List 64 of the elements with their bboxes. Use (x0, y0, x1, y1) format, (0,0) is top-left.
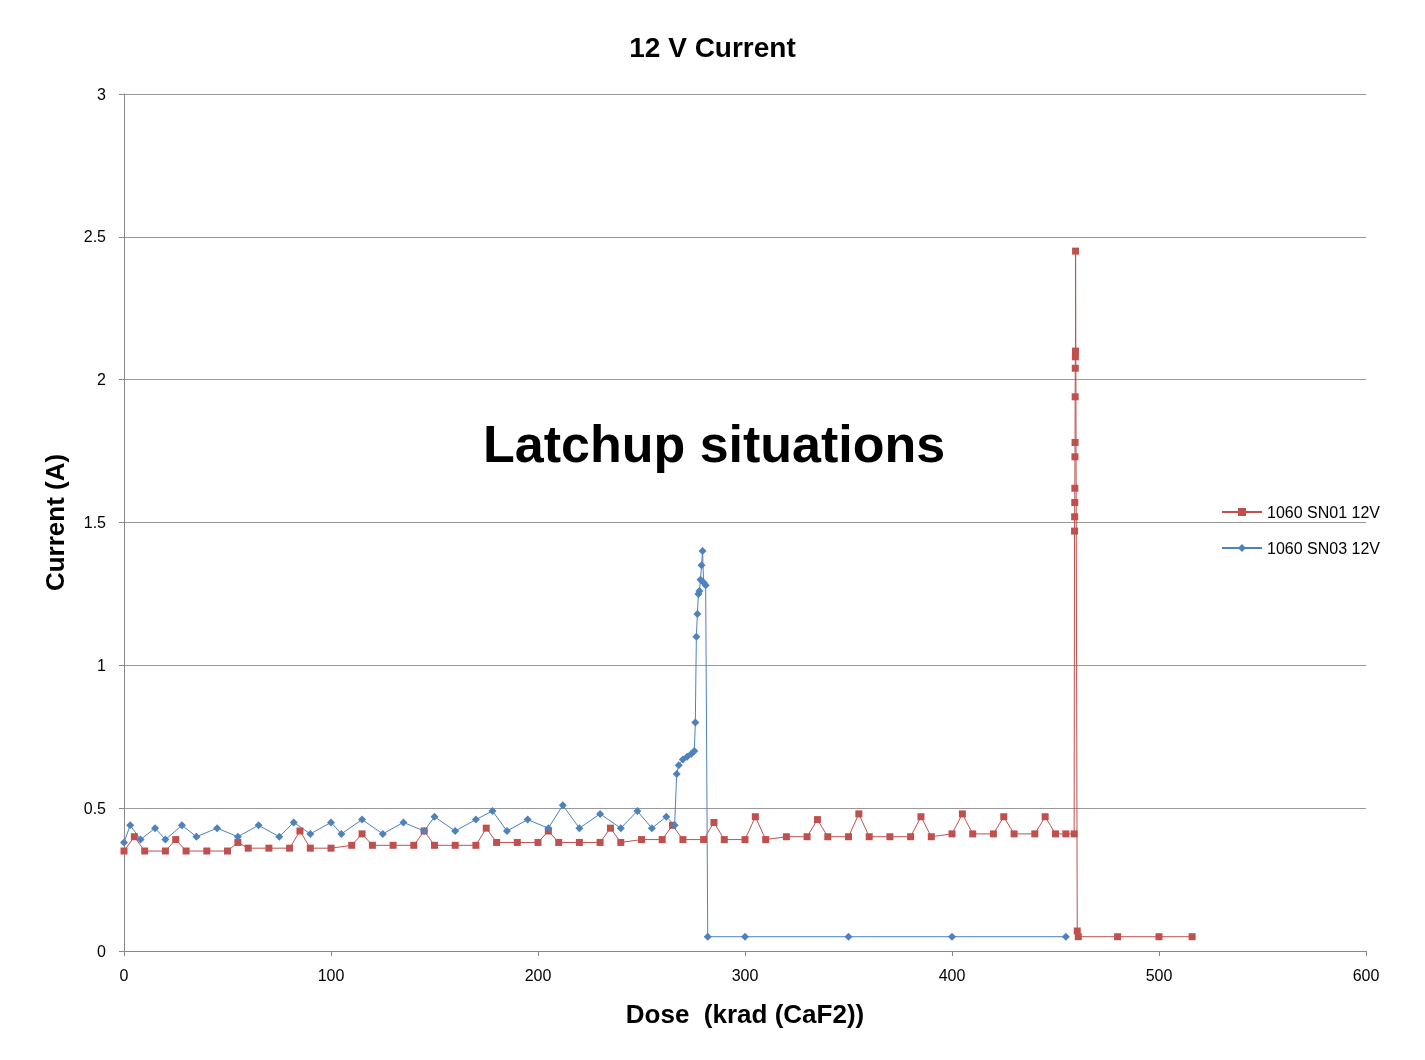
annotation: Latchup situations (483, 415, 946, 473)
y-tick-label: 0 (97, 942, 107, 960)
point (616, 824, 625, 833)
point (275, 832, 284, 841)
point (596, 809, 605, 818)
point (399, 818, 408, 827)
point (337, 829, 346, 838)
point (161, 835, 170, 844)
point (633, 807, 642, 816)
point (254, 821, 263, 830)
point (647, 824, 656, 833)
point (192, 832, 201, 841)
x-tick-label: 600 (1352, 966, 1380, 984)
y-tick-label: 3 (97, 85, 107, 103)
y-tick-label: 1 (97, 656, 107, 674)
point (672, 769, 681, 778)
y-axis-title: Current (A) (40, 453, 70, 592)
point (844, 932, 853, 941)
point (233, 832, 242, 841)
point (378, 829, 387, 838)
point (558, 801, 567, 810)
point (136, 835, 145, 844)
y-tick-label: 1.5 (83, 514, 107, 531)
point (1061, 932, 1070, 941)
point (741, 932, 749, 941)
point (213, 824, 222, 833)
point (693, 609, 702, 618)
point (575, 824, 584, 833)
point (327, 818, 335, 827)
point (177, 821, 186, 830)
x-tick-label: 100 (317, 966, 345, 984)
point (948, 932, 956, 941)
point (691, 718, 700, 727)
point (151, 824, 160, 833)
point (471, 815, 480, 824)
legend-label: 1060 SN03 12V (1267, 539, 1381, 557)
point (692, 632, 701, 641)
x-tick-label: 500 (1145, 966, 1173, 984)
point (289, 818, 298, 827)
point (683, 752, 692, 761)
point (451, 827, 460, 836)
y-tick-label: 2.5 (83, 228, 107, 246)
point (120, 838, 128, 847)
chart-title: 12 V Current (629, 31, 796, 63)
x-tick-label: 200 (524, 966, 552, 984)
point (674, 761, 683, 770)
point (662, 812, 671, 821)
x-tick-label: 300 (731, 966, 759, 984)
x-tick-label: 400 (938, 966, 966, 984)
point (502, 827, 511, 836)
point (358, 815, 367, 824)
x-tick-label: 0 (119, 966, 129, 984)
x-axis-title: Dose (krad (CaF2)) (625, 999, 865, 1029)
point (523, 815, 532, 824)
point (698, 547, 707, 556)
point (703, 932, 712, 941)
point (306, 829, 315, 838)
point (430, 812, 439, 821)
point (126, 821, 135, 830)
y-tick-label: 2 (97, 371, 107, 389)
point (697, 561, 706, 570)
y-tick-label: 0.5 (83, 799, 107, 817)
legend-label: 1060 SN01 12V (1267, 503, 1381, 521)
point (488, 807, 497, 816)
